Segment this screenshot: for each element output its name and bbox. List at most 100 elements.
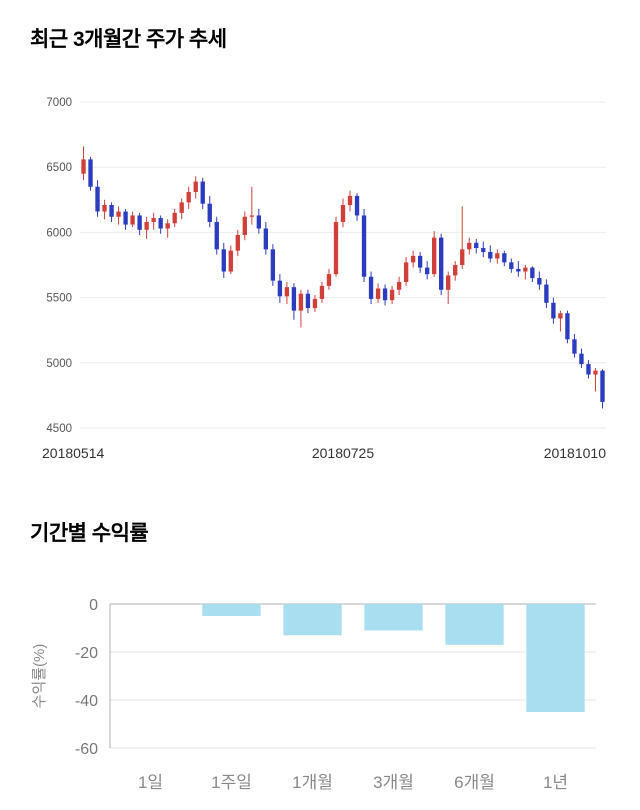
y-tick-label: 5500 bbox=[46, 293, 72, 305]
candle-body bbox=[417, 255, 423, 268]
candle-body bbox=[516, 268, 521, 272]
candle-body bbox=[165, 223, 170, 229]
y-tick-label: 7000 bbox=[46, 97, 72, 109]
return-bar bbox=[526, 604, 585, 712]
candle-body bbox=[144, 221, 149, 230]
candle-body bbox=[460, 249, 465, 265]
candle-body bbox=[340, 205, 346, 222]
candle-body bbox=[467, 242, 472, 250]
candle-body bbox=[214, 221, 219, 250]
candle-body bbox=[221, 249, 226, 272]
candle-body bbox=[123, 211, 128, 225]
x-axis-label-start: 20180514 bbox=[42, 445, 105, 461]
candle-body bbox=[579, 353, 584, 365]
y-tick-label: 0 bbox=[89, 597, 98, 614]
y-tick-label: -40 bbox=[75, 693, 98, 710]
candle-body bbox=[382, 288, 388, 301]
x-axis-label-middle: 20180725 bbox=[312, 445, 375, 461]
candle-body bbox=[298, 293, 304, 311]
candle-body bbox=[158, 218, 163, 229]
y-tick-label: 5000 bbox=[46, 358, 72, 370]
candle-body bbox=[81, 159, 86, 174]
candle-body bbox=[481, 248, 486, 252]
return-bar bbox=[283, 604, 342, 636]
price-trend-title: 최근 3개월간 주가 추세 bbox=[30, 28, 227, 51]
candle-body bbox=[200, 181, 205, 204]
candle-body bbox=[179, 202, 184, 213]
return-bar bbox=[202, 604, 261, 616]
candle-body bbox=[572, 339, 577, 354]
candle-body bbox=[424, 267, 430, 275]
candle-body bbox=[474, 242, 479, 249]
candle-body bbox=[600, 370, 605, 402]
candle-body bbox=[410, 255, 416, 263]
returns-chart-container: 0 -20 -40 -60 1일 1주일 1개월 3개월 6개월 1년 수익률(%) bbox=[30, 582, 610, 804]
candle-body bbox=[544, 284, 549, 303]
candle-body bbox=[439, 237, 444, 290]
candle-body bbox=[193, 181, 198, 192]
candle-body bbox=[347, 195, 353, 206]
candle-body bbox=[361, 215, 367, 277]
candle-body bbox=[326, 274, 332, 286]
x-category-label: 1일 bbox=[138, 773, 163, 792]
candle-body bbox=[109, 205, 114, 217]
candle-body bbox=[172, 212, 177, 224]
candle-body bbox=[186, 191, 191, 203]
candle-body bbox=[88, 159, 93, 187]
candle-body bbox=[116, 211, 121, 217]
candle-body bbox=[389, 289, 395, 301]
candle-body bbox=[130, 215, 135, 225]
candle-body bbox=[319, 285, 325, 299]
candle-body bbox=[396, 281, 402, 290]
candle-body bbox=[354, 195, 360, 216]
candle-body bbox=[523, 267, 528, 272]
return-bar bbox=[445, 604, 504, 645]
candle-body bbox=[530, 267, 535, 279]
candle-body bbox=[586, 364, 591, 375]
candle-body bbox=[249, 215, 255, 217]
candle-body bbox=[291, 287, 297, 311]
candle-body bbox=[284, 287, 290, 297]
candle-body bbox=[509, 262, 514, 269]
candle-body bbox=[256, 215, 262, 229]
candlestick-chart: 7000 6500 6000 5500 5000 4500 20180514 20180725… bbox=[42, 97, 606, 461]
candle-body bbox=[207, 203, 212, 222]
return-bar bbox=[364, 604, 423, 631]
candle-body bbox=[235, 235, 240, 251]
candle-body bbox=[305, 293, 311, 309]
y-tick-label: -60 bbox=[75, 741, 98, 758]
y-tick-label: 6500 bbox=[46, 162, 72, 174]
candle-body bbox=[558, 313, 563, 319]
candle-body bbox=[137, 215, 142, 230]
y-tick-label: 6000 bbox=[46, 227, 72, 239]
candle-body bbox=[495, 253, 500, 259]
candle-body bbox=[333, 221, 339, 275]
candle-body bbox=[488, 251, 493, 259]
y-tick-label: -20 bbox=[75, 645, 98, 662]
candle-body bbox=[368, 276, 374, 299]
candle-body bbox=[431, 237, 437, 275]
x-category-label: 1주일 bbox=[211, 773, 252, 792]
candle-body bbox=[593, 370, 598, 375]
candle-body bbox=[375, 288, 381, 299]
candle-body bbox=[565, 313, 570, 340]
price-trend-chart-container: 7000 6500 6000 5500 5000 4500 20180514 20180725… bbox=[30, 86, 610, 466]
returns-bar-chart: 0 -20 -40 -60 1일 1주일 1개월 3개월 6개월 1년 수익률(%) bbox=[31, 597, 596, 792]
candle-body bbox=[102, 205, 107, 212]
x-category-label: 1년 bbox=[543, 773, 568, 792]
candle-body bbox=[277, 280, 283, 297]
returns-title: 기간별 수익률 bbox=[30, 522, 149, 545]
y-axis-title: 수익률(%) bbox=[31, 644, 48, 709]
x-category-label: 1개월 bbox=[292, 773, 333, 792]
x-category-label: 6개월 bbox=[454, 773, 495, 792]
candle-body bbox=[537, 278, 542, 285]
candle-body bbox=[270, 249, 276, 281]
candle-body bbox=[263, 228, 269, 250]
candle-body bbox=[446, 275, 451, 290]
candle-body bbox=[242, 216, 247, 236]
candle-body bbox=[453, 265, 458, 276]
x-category-label: 3개월 bbox=[373, 773, 414, 792]
y-tick-label: 4500 bbox=[46, 423, 72, 435]
candle-body bbox=[403, 262, 409, 282]
